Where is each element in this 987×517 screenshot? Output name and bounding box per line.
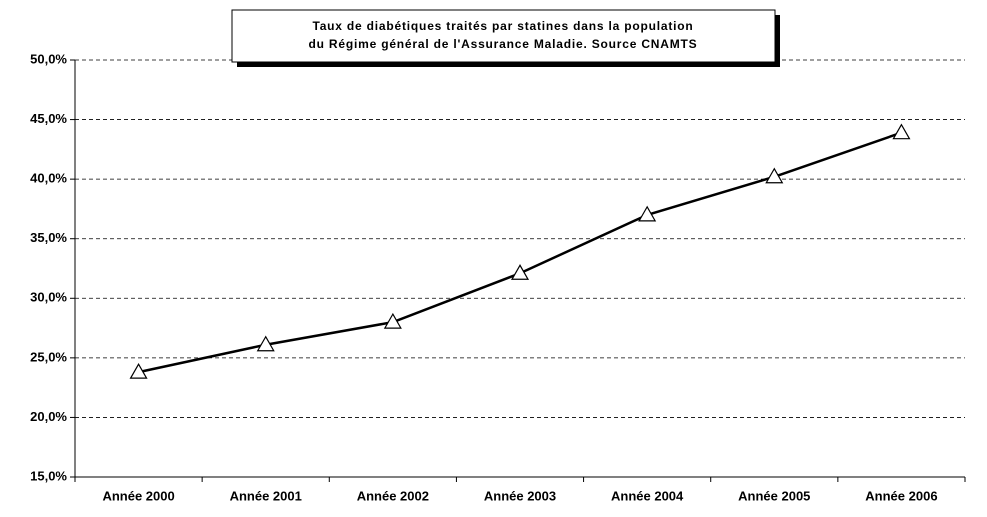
y-tick-label: 50,0% bbox=[30, 51, 67, 66]
x-tick-label: Année 2006 bbox=[865, 488, 937, 503]
x-tick-label: Année 2002 bbox=[357, 488, 429, 503]
series-line bbox=[138, 131, 902, 374]
marker bbox=[892, 123, 911, 140]
marker bbox=[638, 205, 657, 222]
y-tick-label: 25,0% bbox=[30, 349, 67, 364]
marker bbox=[383, 312, 402, 329]
x-tick-label: Année 2005 bbox=[738, 488, 810, 503]
chart-title: Taux de diabétiques traités par statines… bbox=[312, 19, 693, 33]
marker bbox=[129, 362, 148, 379]
title-box bbox=[231, 9, 776, 63]
y-tick-label: 15,0% bbox=[30, 468, 67, 483]
y-tick-label: 35,0% bbox=[30, 230, 67, 245]
x-tick-label: Année 2001 bbox=[230, 488, 302, 503]
marker bbox=[256, 335, 275, 352]
chart-title: du Régime général de l'Assurance Maladie… bbox=[309, 37, 698, 51]
marker bbox=[510, 264, 530, 280]
x-tick-label: Année 2004 bbox=[611, 488, 684, 503]
marker bbox=[765, 167, 784, 184]
x-tick-label: Année 2000 bbox=[102, 488, 174, 503]
y-tick-label: 40,0% bbox=[30, 171, 67, 186]
y-tick-label: 20,0% bbox=[30, 409, 67, 424]
y-tick-label: 45,0% bbox=[30, 111, 67, 126]
x-tick-label: Année 2003 bbox=[484, 488, 556, 503]
y-tick-label: 30,0% bbox=[30, 290, 67, 305]
